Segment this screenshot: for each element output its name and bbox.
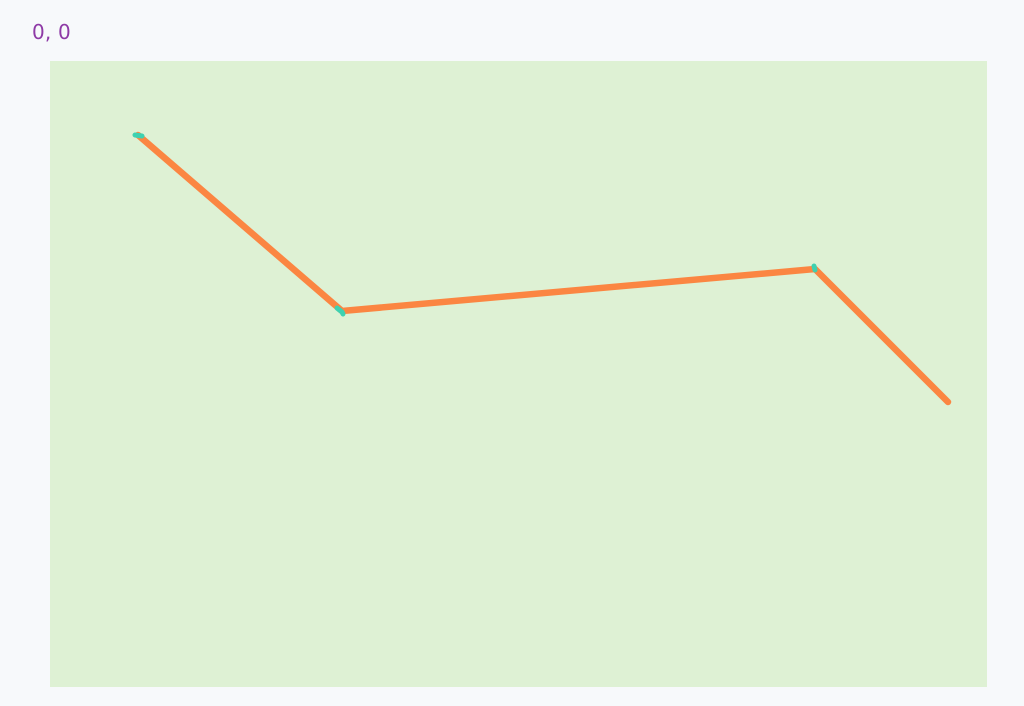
drawn-stroke [134, 131, 952, 406]
stroke-vertex-marker [334, 305, 346, 317]
canvas-drawing-layer [132, 131, 952, 406]
drawing-canvas[interactable] [50, 61, 987, 687]
stroke-vertex-marker [811, 263, 818, 273]
coordinate-readout: 0, 0 [32, 20, 71, 44]
stroke-start-marker [132, 132, 145, 139]
